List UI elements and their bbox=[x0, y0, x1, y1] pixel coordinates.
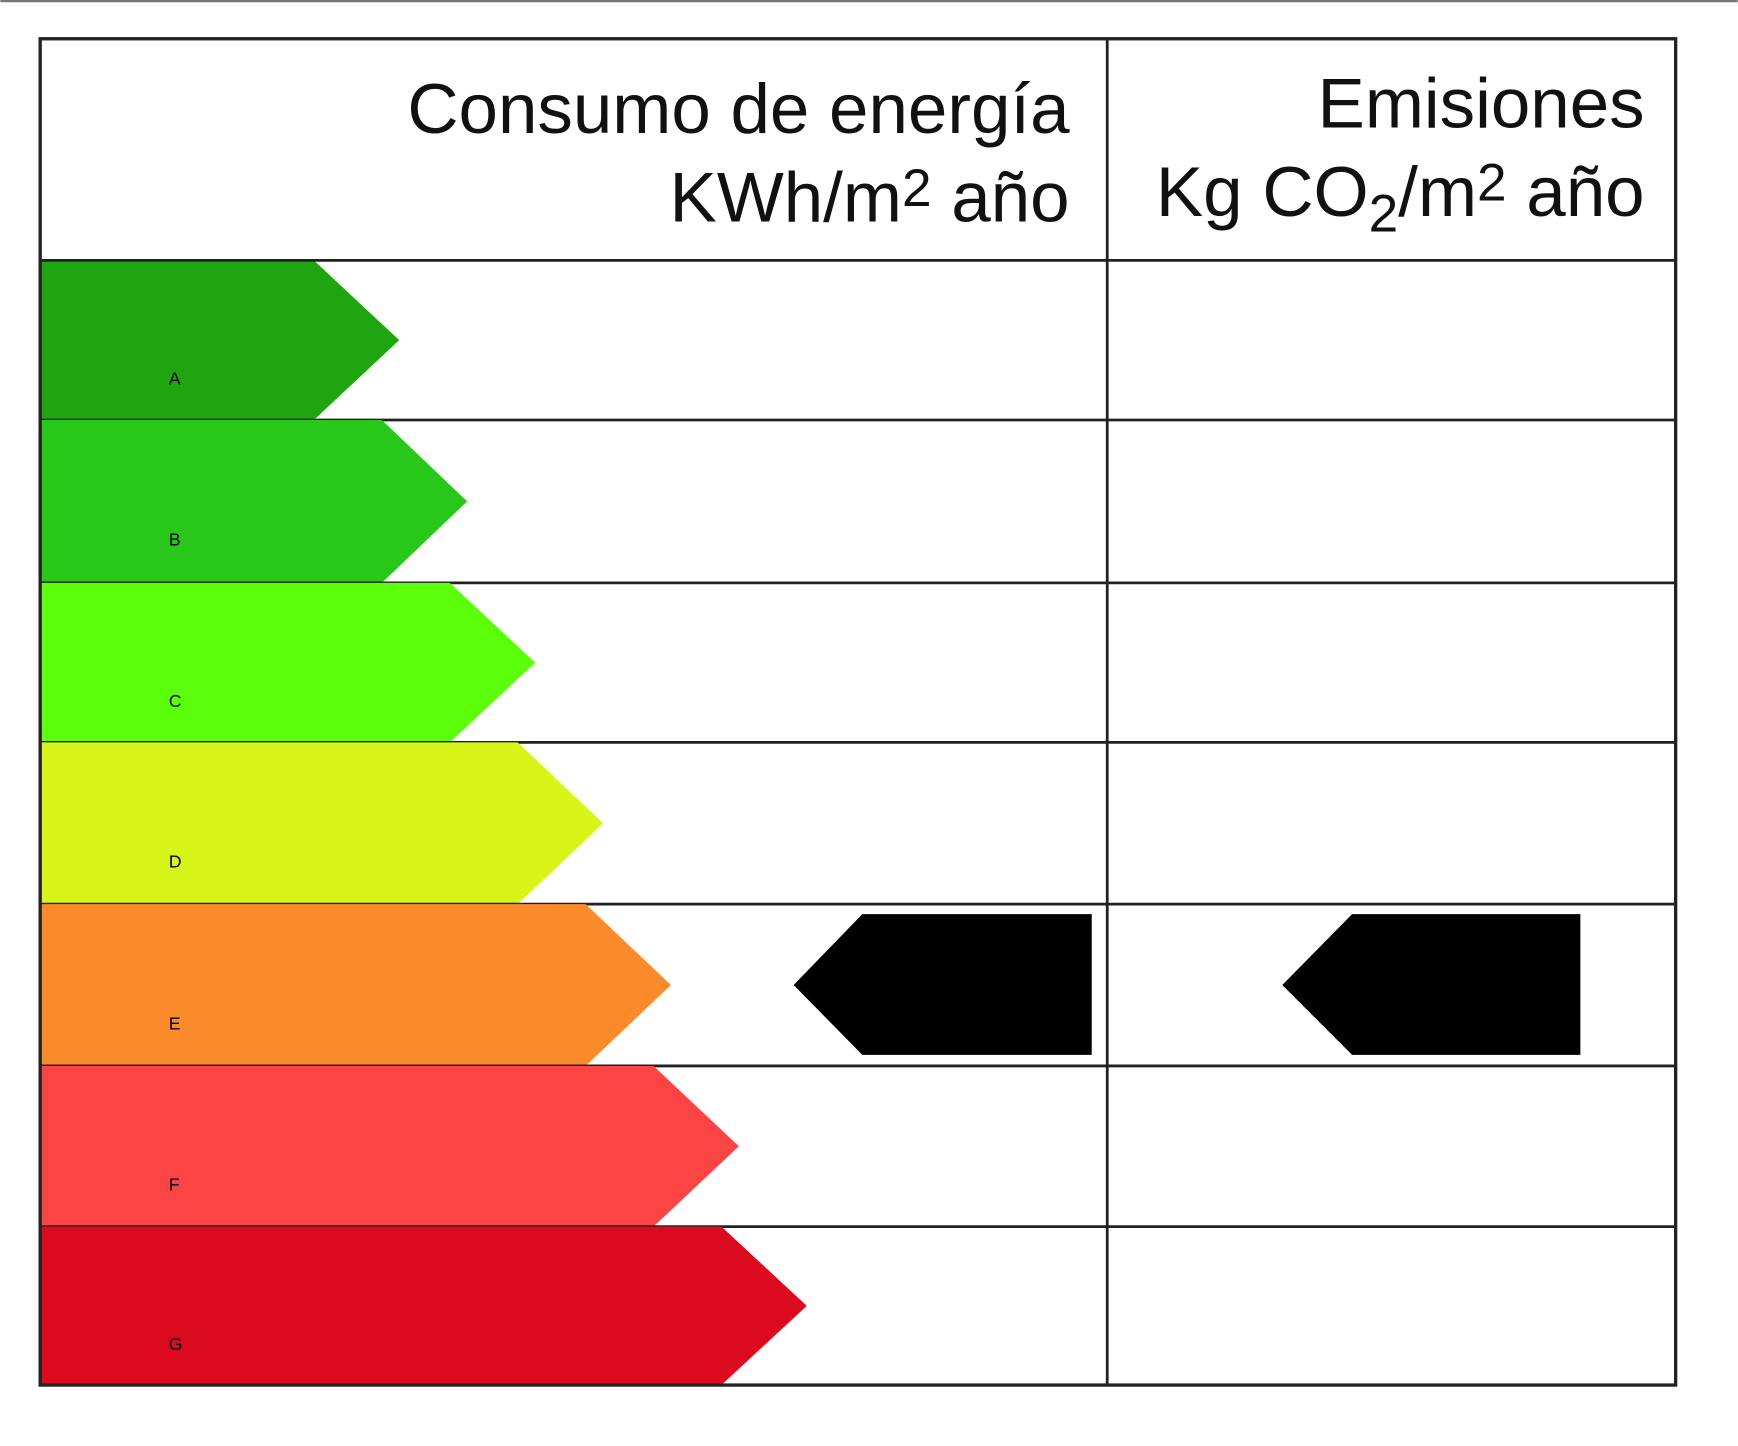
energy-marker bbox=[793, 914, 1092, 1055]
class-arrow bbox=[40, 742, 603, 905]
class-arrow bbox=[40, 260, 400, 420]
class-arrow bbox=[40, 419, 468, 583]
class-letter: E bbox=[169, 1013, 181, 1033]
class-letter: G bbox=[169, 1334, 183, 1354]
table-border bbox=[38, 37, 1678, 1387]
energy-unit: KWh/m2​ año bbox=[670, 159, 1070, 238]
emissions-unit: Kg CO2​/m2​ año bbox=[1156, 153, 1645, 244]
class-arrow bbox=[40, 582, 536, 743]
energy-value: 254 bbox=[924, 971, 954, 991]
unit-part: 2 bbox=[1369, 185, 1399, 244]
unit-part: KWh/m bbox=[670, 159, 902, 238]
unit-part: 2 bbox=[902, 159, 932, 218]
class-letter: A bbox=[169, 368, 181, 388]
class-arrow bbox=[40, 1226, 807, 1386]
unit-part: año bbox=[932, 159, 1070, 238]
class-letter: C bbox=[169, 691, 182, 711]
class-arrow bbox=[40, 904, 671, 1066]
unit-part: Kg CO bbox=[1156, 153, 1369, 232]
unit-part: /m bbox=[1398, 153, 1477, 232]
emissions-marker bbox=[1282, 914, 1581, 1055]
rows: A B C D E 254 62 F G bbox=[40, 259, 1676, 1386]
unit-part: 2 bbox=[1477, 154, 1507, 213]
class-letter: D bbox=[169, 852, 182, 872]
emissions-value: 62 bbox=[1449, 971, 1469, 991]
emissions-title: Emisiones bbox=[1318, 64, 1645, 143]
unit-part: año bbox=[1507, 153, 1645, 232]
class-letter: F bbox=[169, 1175, 180, 1195]
class-letter: B bbox=[169, 530, 181, 550]
class-arrow bbox=[40, 1065, 739, 1227]
energy-title: Consumo de energía bbox=[407, 70, 1070, 149]
